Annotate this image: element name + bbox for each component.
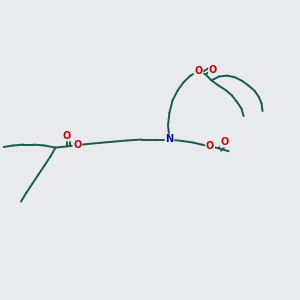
Text: O: O — [194, 66, 203, 76]
Text: O: O — [62, 130, 71, 141]
Text: O: O — [206, 141, 214, 152]
Text: N: N — [165, 134, 174, 145]
Text: O: O — [220, 136, 229, 147]
Text: O: O — [73, 140, 82, 150]
Text: O: O — [209, 64, 217, 75]
